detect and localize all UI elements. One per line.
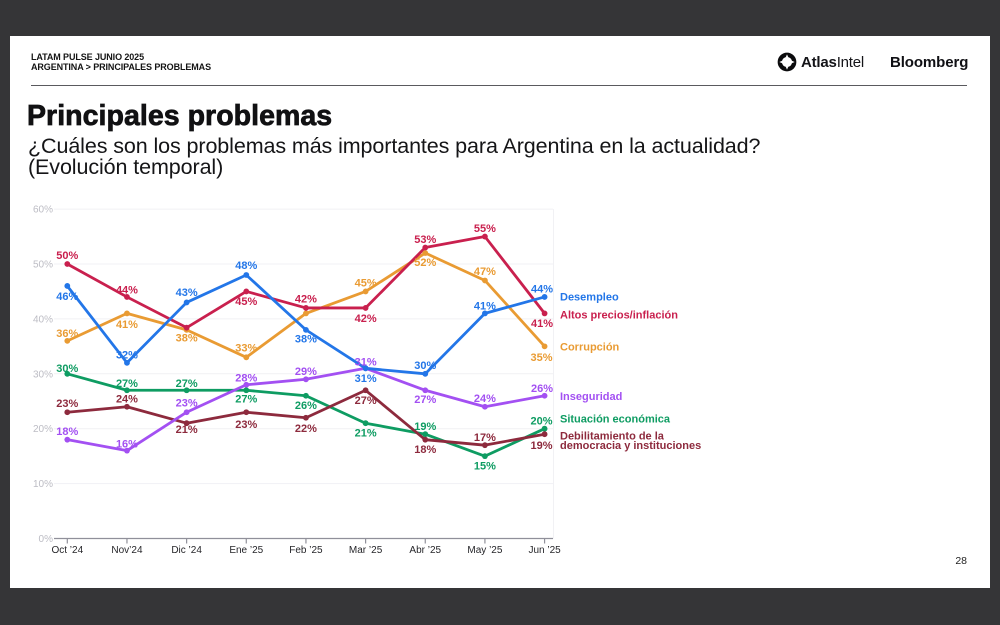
- svg-text:30%: 30%: [56, 363, 78, 375]
- svg-text:48%: 48%: [235, 260, 257, 272]
- svg-text:Dic ’24: Dic ’24: [171, 545, 202, 556]
- svg-text:55%: 55%: [474, 223, 496, 235]
- svg-text:22%: 22%: [295, 423, 317, 435]
- svg-text:60%: 60%: [33, 205, 53, 216]
- svg-text:38%: 38%: [295, 333, 317, 345]
- svg-text:May ’25: May ’25: [467, 545, 502, 556]
- svg-text:47%: 47%: [474, 266, 496, 278]
- svg-text:53%: 53%: [414, 234, 436, 246]
- svg-text:44%: 44%: [531, 284, 553, 296]
- svg-text:Oct ’24: Oct ’24: [51, 545, 83, 556]
- svg-text:46%: 46%: [56, 291, 78, 303]
- svg-text:23%: 23%: [176, 398, 198, 410]
- svg-text:45%: 45%: [235, 296, 257, 308]
- svg-text:38%: 38%: [176, 333, 198, 345]
- svg-text:Jun ’25: Jun ’25: [528, 545, 561, 556]
- svg-text:30%: 30%: [414, 360, 436, 372]
- svg-text:democracia y instituciones: democracia y instituciones: [560, 440, 701, 452]
- svg-text:Inseguridad: Inseguridad: [560, 391, 622, 403]
- svg-text:Mar ’25: Mar ’25: [349, 545, 383, 556]
- svg-text:18%: 18%: [56, 426, 78, 438]
- svg-text:Desempleo: Desempleo: [560, 292, 619, 304]
- svg-text:17%: 17%: [474, 432, 496, 444]
- svg-text:33%: 33%: [235, 343, 257, 355]
- svg-text:24%: 24%: [116, 393, 138, 405]
- svg-text:10%: 10%: [33, 479, 53, 490]
- svg-text:20%: 20%: [530, 415, 552, 427]
- svg-text:44%: 44%: [116, 284, 138, 296]
- svg-text:42%: 42%: [355, 313, 377, 325]
- svg-text:27%: 27%: [176, 378, 198, 390]
- svg-text:26%: 26%: [531, 383, 553, 395]
- svg-text:Situación económica: Situación económica: [560, 413, 671, 425]
- svg-text:40%: 40%: [33, 314, 53, 325]
- svg-text:43%: 43%: [176, 287, 198, 299]
- svg-text:24%: 24%: [474, 393, 496, 405]
- svg-text:26%: 26%: [295, 400, 317, 412]
- svg-text:20%: 20%: [33, 424, 53, 435]
- svg-text:Altos precios/inflación: Altos precios/inflación: [560, 309, 678, 321]
- svg-text:30%: 30%: [33, 369, 53, 380]
- svg-text:45%: 45%: [355, 278, 377, 290]
- svg-text:28%: 28%: [235, 373, 257, 385]
- svg-text:23%: 23%: [235, 419, 257, 431]
- svg-text:50%: 50%: [33, 260, 53, 271]
- svg-text:27%: 27%: [116, 378, 138, 390]
- svg-text:36%: 36%: [56, 328, 78, 340]
- svg-text:19%: 19%: [530, 440, 552, 452]
- svg-text:Abr ’25: Abr ’25: [409, 545, 441, 556]
- svg-text:41%: 41%: [531, 318, 553, 330]
- svg-text:Nov’24: Nov’24: [111, 545, 143, 556]
- svg-text:18%: 18%: [414, 444, 436, 456]
- svg-text:21%: 21%: [176, 424, 198, 436]
- svg-text:27%: 27%: [355, 395, 377, 407]
- svg-text:41%: 41%: [474, 300, 496, 312]
- svg-text:32%: 32%: [116, 350, 138, 362]
- svg-text:50%: 50%: [56, 250, 78, 262]
- svg-text:15%: 15%: [474, 461, 496, 473]
- svg-text:27%: 27%: [414, 394, 436, 406]
- svg-text:Ene ’25: Ene ’25: [229, 545, 263, 556]
- svg-text:19%: 19%: [414, 421, 436, 433]
- svg-text:29%: 29%: [295, 366, 317, 378]
- svg-text:0%: 0%: [39, 534, 54, 545]
- svg-text:52%: 52%: [414, 257, 436, 269]
- svg-text:35%: 35%: [530, 352, 552, 364]
- svg-text:31%: 31%: [355, 357, 377, 369]
- svg-text:16%: 16%: [116, 438, 138, 450]
- svg-text:Feb ’25: Feb ’25: [289, 545, 323, 556]
- svg-text:Debilitamiento de la: Debilitamiento de la: [560, 431, 665, 443]
- svg-text:21%: 21%: [355, 427, 377, 439]
- svg-text:41%: 41%: [116, 319, 138, 331]
- svg-text:Corrupción: Corrupción: [560, 341, 620, 353]
- svg-text:27%: 27%: [235, 393, 257, 405]
- svg-text:42%: 42%: [295, 293, 317, 305]
- svg-text:23%: 23%: [56, 398, 78, 410]
- svg-text:31%: 31%: [355, 373, 377, 385]
